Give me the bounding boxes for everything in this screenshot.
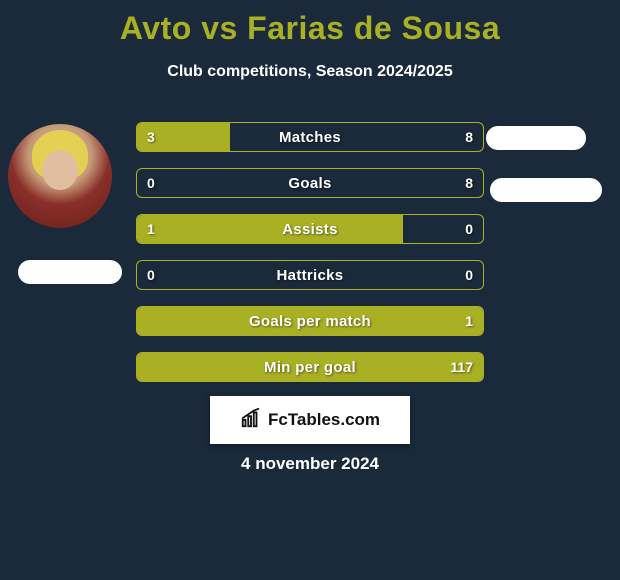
stat-row: 1Goals per match [136,306,484,336]
stat-row: 38Matches [136,122,484,152]
player-left-name-pill [18,260,122,284]
date-line: 4 november 2024 [0,454,620,474]
player-left-avatar [8,124,112,228]
chart-icon [240,407,262,434]
player-right-pill-1 [486,126,586,150]
stat-label: Assists [137,215,483,243]
player-right-pill-2 [490,178,602,202]
page-title: Avto vs Farias de Sousa [0,0,620,47]
branding-text: FcTables.com [268,410,380,430]
stat-label: Goals [137,169,483,197]
stat-label: Min per goal [137,353,483,381]
stat-label: Goals per match [137,307,483,335]
comparison-bars: 38Matches 08Goals 10Assists 00Hattricks 1Goa… [136,122,484,398]
stat-row: 117Min per goal [136,352,484,382]
stat-row: 00Hattricks [136,260,484,290]
stat-label: Hattricks [137,261,483,289]
subtitle: Club competitions, Season 2024/2025 [0,63,620,81]
stat-row: 10Assists [136,214,484,244]
stat-label: Matches [137,123,483,151]
stat-row: 08Goals [136,168,484,198]
branding-badge[interactable]: FcTables.com [210,396,410,444]
